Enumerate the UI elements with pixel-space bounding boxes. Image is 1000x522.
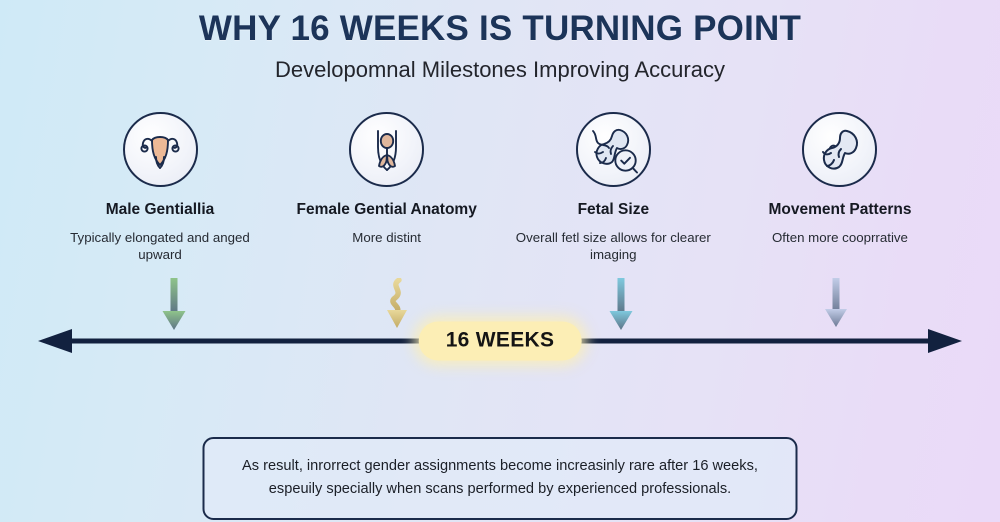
milestone-title: Female Gential Anatomy bbox=[296, 201, 477, 218]
milestone-description: Overall fetl size allows for clearer ima… bbox=[515, 229, 711, 263]
page-subtitle: Developomnal Milestones Improving Accura… bbox=[275, 56, 725, 82]
milestone-item: Female Gential Anatomy More distint bbox=[279, 112, 495, 264]
milestone-item: Fetal Size Overall fetl size allows for … bbox=[505, 112, 721, 264]
uterus-icon bbox=[122, 112, 198, 187]
weeks-badge: 16 WEEKS bbox=[418, 321, 582, 361]
milestone-description: More distint bbox=[352, 229, 422, 245]
milestone-title: Movement Patterns bbox=[768, 201, 912, 218]
straight-down-arrow bbox=[154, 278, 194, 334]
milestone-arrows bbox=[0, 277, 1000, 334]
fetus-icon bbox=[802, 112, 878, 187]
milestone-title: Male Gentiallia bbox=[105, 201, 215, 218]
fetus-magnifier-icon bbox=[575, 112, 651, 187]
milestone-item: Male Gentiallia Typically elongated and … bbox=[52, 112, 268, 264]
right-arrowhead bbox=[928, 329, 962, 353]
page-title: WHY 16 WEEKS IS TURNING POINT bbox=[198, 9, 802, 48]
left-arrowhead bbox=[38, 329, 72, 353]
timeline: 16 WEEKS bbox=[0, 321, 1000, 361]
straight-down-arrow bbox=[601, 278, 641, 334]
male-anatomy-icon bbox=[349, 112, 425, 187]
milestone-description: Often more cooprrative bbox=[771, 229, 908, 245]
header: WHY 16 WEEKS IS TURNING POINT Developomn… bbox=[0, 9, 1000, 83]
milestone-title: Fetal Size bbox=[577, 201, 650, 218]
milestone-description: Typically elongated and anged upward bbox=[70, 229, 250, 263]
conclusion-box: As result, inrorrect gender assignments … bbox=[202, 437, 798, 521]
straight-down-arrow bbox=[816, 278, 856, 334]
milestone-list: Male Gentiallia Typically elongated and … bbox=[0, 112, 1000, 264]
squiggly-down-arrow bbox=[377, 277, 417, 334]
milestone-item: Movement Patterns Often more cooprrative bbox=[732, 112, 948, 264]
